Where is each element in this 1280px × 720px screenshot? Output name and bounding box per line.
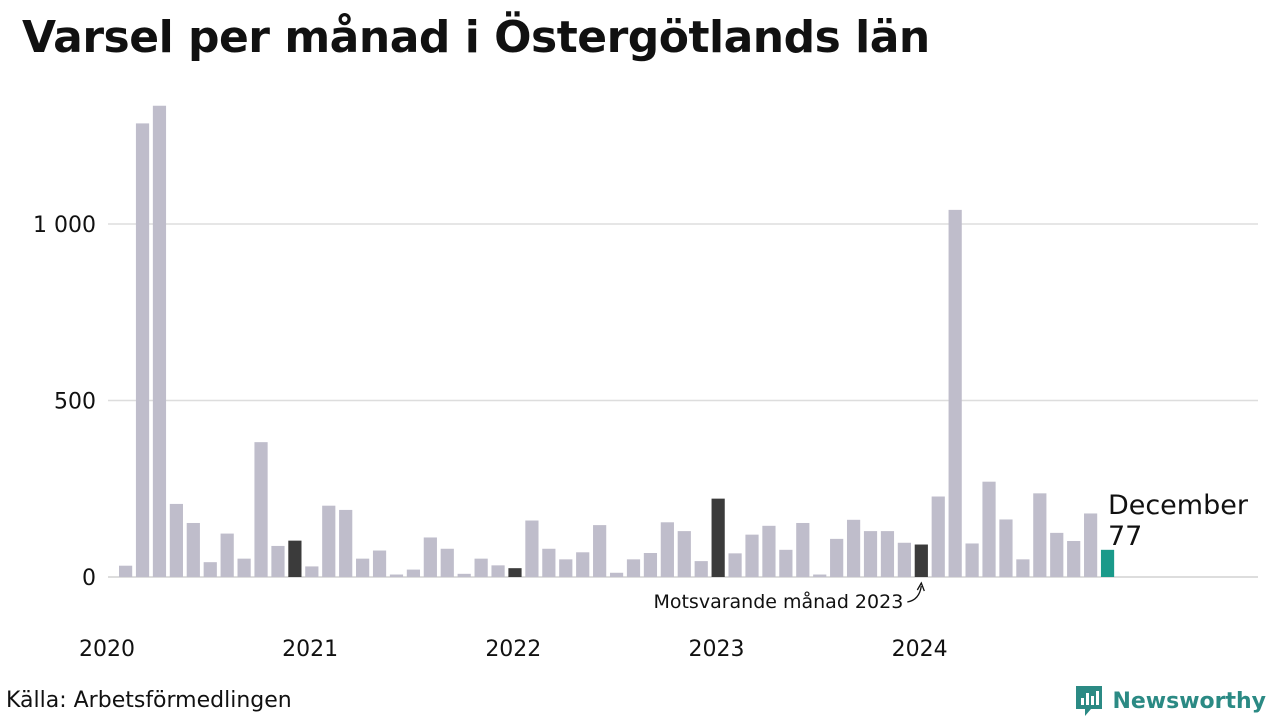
newsworthy-logo-icon xyxy=(1076,686,1103,716)
bar xyxy=(728,553,742,577)
bar xyxy=(846,519,861,577)
current-month-label: December xyxy=(1108,490,1249,521)
bar xyxy=(559,559,573,577)
y-tick-label: 500 xyxy=(54,390,96,415)
brand-logo[interactable]: Newsworthy xyxy=(1074,684,1266,718)
bar-highlighted xyxy=(508,568,522,577)
bar xyxy=(609,572,624,577)
bar xyxy=(305,566,319,577)
bar xyxy=(576,552,590,577)
bar xyxy=(880,531,895,577)
bar xyxy=(863,531,878,577)
bar xyxy=(169,503,183,577)
bar xyxy=(389,574,404,577)
bar xyxy=(677,531,691,577)
y-axis: 0 500 1 000 xyxy=(33,213,96,591)
bars xyxy=(119,105,1115,578)
bar xyxy=(1084,513,1098,577)
current-value-label: 77 xyxy=(1108,521,1142,552)
y-tick-label: 1 000 xyxy=(33,213,96,238)
bar-chart: 0 500 1 000 2020 2021 2022 2023 2024 December7… xyxy=(33,105,1258,662)
y-tick-label: 0 xyxy=(82,566,96,591)
bar-highlighted xyxy=(711,498,725,577)
bar xyxy=(931,496,945,577)
bar xyxy=(525,520,539,577)
bar xyxy=(813,574,827,577)
bar xyxy=(1050,532,1064,577)
annotation-arrow xyxy=(907,585,922,603)
bar xyxy=(135,123,150,578)
bar xyxy=(948,209,962,577)
bar xyxy=(423,537,437,577)
bar xyxy=(643,552,658,577)
bar xyxy=(660,522,674,577)
bar xyxy=(1033,493,1047,577)
x-tick-label: 2022 xyxy=(485,637,541,662)
bar-highlighted xyxy=(288,540,302,577)
bar xyxy=(694,561,708,577)
x-tick-label: 2021 xyxy=(282,637,338,662)
brand-name: Newsworthy xyxy=(1112,688,1266,714)
bar xyxy=(1067,540,1081,577)
bar xyxy=(474,558,488,577)
bar xyxy=(356,558,370,577)
bar xyxy=(491,565,505,577)
bar xyxy=(322,505,336,577)
bar xyxy=(1016,559,1030,577)
bar xyxy=(830,538,844,577)
bar xyxy=(796,522,810,577)
bar-current xyxy=(1100,549,1115,577)
bar xyxy=(999,519,1013,577)
bar xyxy=(203,562,217,577)
bar xyxy=(271,545,285,577)
bar xyxy=(220,533,234,577)
x-tick-label: 2020 xyxy=(79,637,135,662)
bar xyxy=(593,525,607,577)
bar xyxy=(119,565,133,577)
annotation-arrowhead xyxy=(916,581,925,592)
bar xyxy=(440,548,454,577)
bar xyxy=(457,573,471,577)
x-axis: 2020 2021 2022 2023 2024 xyxy=(79,637,948,662)
bar xyxy=(186,522,200,577)
source-credit: Källa: Arbetsförmedlingen xyxy=(6,688,292,713)
chart-title: Varsel per månad i Östergötlands län xyxy=(22,12,930,63)
bar xyxy=(372,550,387,577)
x-tick-label: 2023 xyxy=(688,637,744,662)
bar xyxy=(152,105,167,578)
annotation-label: Motsvarande månad 2023 xyxy=(653,590,903,613)
bar xyxy=(254,442,268,577)
bar-highlighted xyxy=(914,544,928,577)
bar xyxy=(339,509,353,577)
bar xyxy=(237,558,251,577)
bar xyxy=(897,542,911,577)
bar xyxy=(406,569,421,577)
bar xyxy=(965,543,979,577)
bar xyxy=(982,481,996,577)
bar xyxy=(762,525,776,577)
x-tick-label: 2024 xyxy=(892,637,948,662)
bar xyxy=(745,534,759,577)
bar xyxy=(626,559,641,577)
bar xyxy=(542,548,556,577)
bar xyxy=(779,549,793,577)
